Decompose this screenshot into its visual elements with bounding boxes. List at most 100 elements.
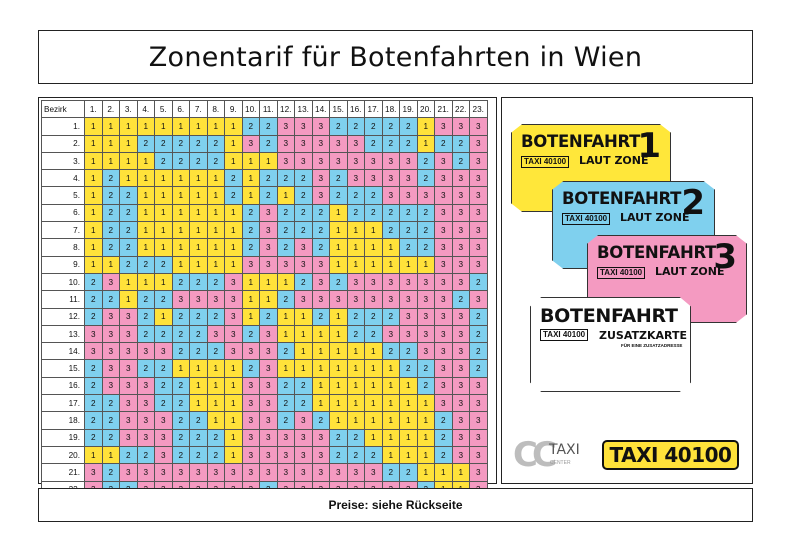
zone-cell: 1 [189, 394, 208, 413]
zone-cell: 1 [364, 238, 383, 257]
zone-cell: 3 [224, 463, 243, 482]
zone-cell: 2 [101, 186, 120, 205]
zone-cell: 3 [84, 342, 103, 361]
zone-cell: 3 [451, 324, 470, 344]
zone-cell: 2 [416, 203, 435, 223]
zone-cell: 3 [294, 445, 313, 465]
zone-cell: 3 [469, 394, 488, 413]
card-zone-number: 2 [681, 183, 705, 223]
zone-cell: 3 [381, 151, 400, 171]
zone-cell: 3 [399, 307, 418, 326]
zone-cell: 1 [399, 445, 418, 465]
zone-cell: 3 [224, 290, 243, 309]
zone-cell: 1 [101, 255, 120, 274]
zone-cell: 3 [381, 290, 400, 309]
card-zone-label: LAUT ZONE [655, 265, 725, 278]
column-header: 23. [469, 99, 488, 119]
zone-cell: 1 [119, 134, 138, 153]
zone-cell: 1 [189, 238, 208, 257]
zone-cell: 3 [399, 290, 418, 309]
zone-cell: 2 [101, 411, 120, 430]
table-row: 8. 1 2 2 1 1 1 1 1 1 2 3 2 3 2 1 1 1 1 2 2 3 3 3 [41, 238, 488, 257]
zone-cell: 2 [364, 117, 383, 136]
zone-cell: 3 [469, 151, 488, 171]
zone-cell: 3 [259, 445, 278, 465]
zone-cell: 3 [416, 272, 435, 292]
zone-cell: 3 [189, 290, 208, 309]
zone-cell: 1 [154, 186, 173, 205]
zone-cell: 3 [469, 169, 488, 188]
zone-cell: 1 [171, 221, 190, 240]
zone-cell: 2 [136, 445, 155, 465]
zone-cell: 3 [84, 324, 103, 344]
zone-cell: 1 [346, 394, 365, 413]
zone-cell: 3 [294, 411, 313, 430]
zone-cell: 3 [276, 428, 295, 447]
zone-cell: 2 [346, 324, 365, 344]
zone-cell: 1 [119, 290, 138, 309]
zone-cell: 2 [171, 428, 190, 447]
table-row: 5. 1 2 2 1 1 1 1 1 2 1 2 1 2 3 2 2 2 3 3 3 3 3 3 [41, 186, 488, 205]
zone-cell: 3 [224, 342, 243, 361]
zone-cell: 3 [469, 445, 488, 465]
zone-cell: 2 [259, 186, 278, 205]
zone-cell: 1 [84, 255, 103, 274]
zone-cell: 3 [399, 169, 418, 188]
zone-cell: 3 [206, 324, 225, 344]
zone-cell: 3 [399, 151, 418, 171]
zone-cell: 1 [241, 272, 260, 292]
zone-cell: 3 [311, 186, 330, 205]
zone-cell: 2 [329, 428, 348, 447]
zone-cell: 2 [364, 445, 383, 465]
zone-cell: 1 [416, 394, 435, 413]
zone-cell: 2 [434, 445, 453, 465]
zone-cell: 2 [206, 307, 225, 326]
column-header: 20. [416, 99, 435, 119]
zone-cell: 3 [469, 255, 488, 274]
zone-cell: 2 [294, 169, 313, 188]
zone-cell: 1 [206, 394, 225, 413]
zone-cell: 3 [224, 307, 243, 326]
zone-cell: 2 [119, 186, 138, 205]
zone-cell: 2 [119, 221, 138, 240]
zone-cell: 1 [399, 394, 418, 413]
zone-cell: 3 [434, 151, 453, 171]
zone-cell: 2 [399, 221, 418, 240]
zone-cell: 2 [171, 307, 190, 326]
zone-cell: 1 [259, 151, 278, 171]
zone-cell: 2 [84, 272, 103, 292]
zone-cell: 3 [136, 463, 155, 482]
zone-cell: 1 [224, 445, 243, 465]
zone-cell: 1 [136, 169, 155, 188]
zone-cell: 3 [451, 255, 470, 274]
zone-cell: 3 [469, 221, 488, 240]
column-header: 3. [119, 99, 138, 119]
row-header: 18. [41, 411, 85, 430]
zone-cell: 1 [206, 203, 225, 223]
zone-cell: 3 [241, 463, 260, 482]
table-row: 17. 2 2 3 3 2 2 1 1 1 3 3 2 2 1 1 1 1 1 1 1 3 3 3 [41, 394, 488, 413]
zone-cell: 1 [206, 169, 225, 188]
zone-cell: 3 [189, 463, 208, 482]
zone-cell: 1 [224, 255, 243, 274]
zone-cell: 3 [451, 376, 470, 396]
zone-cell: 3 [294, 117, 313, 136]
zone-cell: 2 [206, 151, 225, 171]
zone-cell: 1 [381, 428, 400, 447]
zone-cell: 2 [399, 359, 418, 378]
zone-cell: 3 [294, 255, 313, 274]
zone-cell: 3 [276, 463, 295, 482]
zone-cell: 3 [136, 428, 155, 447]
zone-cell: 3 [241, 134, 260, 153]
zone-cell: 1 [434, 463, 453, 482]
zone-cell: 2 [241, 203, 260, 223]
zone-cell: 3 [469, 463, 488, 482]
zone-cell: 2 [434, 134, 453, 153]
zone-cell: 1 [224, 221, 243, 240]
zone-cell: 1 [311, 359, 330, 378]
zone-cell: 1 [329, 376, 348, 396]
zone-cell: 2 [154, 359, 173, 378]
zone-cell: 2 [171, 342, 190, 361]
cc-logo-center: CENTER [550, 460, 571, 466]
zone-cell: 1 [381, 394, 400, 413]
